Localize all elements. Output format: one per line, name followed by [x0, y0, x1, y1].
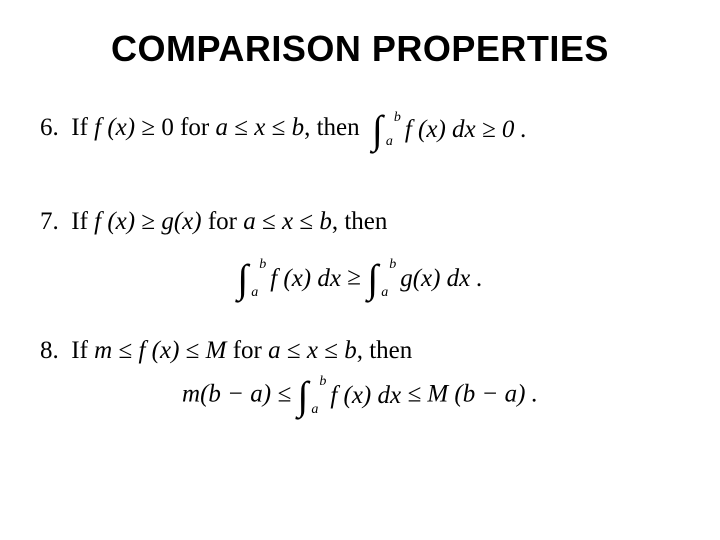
m: m — [94, 337, 112, 364]
for: for — [202, 208, 244, 235]
text-if: If — [71, 114, 94, 141]
fx: f (x) — [94, 114, 135, 141]
for: for — [226, 337, 268, 364]
text-if: If — [71, 337, 94, 364]
x: x — [282, 208, 293, 235]
geq: ≥ — [347, 264, 367, 291]
property-6: 6. If f (x) ≥ 0 for a ≤ x ≤ b, then ∫ b … — [40, 110, 680, 148]
b: b — [292, 114, 305, 141]
fx: f (x) — [138, 337, 179, 364]
leq: ≤ — [112, 337, 138, 364]
integral-left: ∫ b a f (x) dx — [237, 261, 341, 297]
integral-lower: a — [311, 402, 318, 418]
a: a — [215, 114, 228, 141]
integral-sign-icon: ∫ — [297, 378, 308, 414]
property-7-formula: ∫ b a f (x) dx ≥ ∫ b a g(x) dx . — [40, 261, 680, 297]
b: b — [344, 337, 357, 364]
a: a — [268, 337, 281, 364]
text-if: If — [71, 208, 94, 235]
x: x — [254, 114, 265, 141]
item-text: If f (x) ≥ 0 for a ≤ x ≤ b, then — [71, 114, 366, 141]
left-term: m(b − a) ≤ — [182, 381, 297, 408]
item-text: If m ≤ f (x) ≤ M for a ≤ x ≤ b, then — [71, 337, 412, 364]
then: , then — [304, 114, 360, 141]
page-title: COMPARISON PROPERTIES — [40, 28, 680, 70]
integral-body: g(x) dx . — [400, 265, 483, 293]
integral-expression: ∫ b a f (x) dx ≥ 0 . — [372, 111, 527, 148]
item-text: If f (x) ≥ g(x) for a ≤ x ≤ b, then — [71, 208, 387, 235]
text-geq: ≥ 0 for — [135, 114, 215, 141]
property-7: 7. If f (x) ≥ g(x) for a ≤ x ≤ b, then — [40, 204, 680, 239]
integral-sign-icon: ∫ — [372, 112, 383, 148]
integral-lower: a — [251, 285, 258, 301]
leq: ≤ — [293, 208, 319, 235]
integral-lower: a — [386, 132, 393, 152]
leq: ≤ — [256, 208, 282, 235]
then: , then — [332, 208, 388, 235]
leq: ≤ — [281, 337, 307, 364]
integral-right: ∫ b a g(x) dx . — [367, 261, 483, 297]
leq: ≤ — [318, 337, 344, 364]
integral-body: f (x) dx — [270, 265, 341, 293]
integral-upper: b — [394, 108, 401, 128]
integral-upper: b — [259, 257, 266, 273]
integral-sign-icon: ∫ — [367, 261, 378, 297]
b: b — [319, 208, 332, 235]
then: , then — [357, 337, 413, 364]
fx: f (x) — [94, 208, 135, 235]
integral-body: f (x) dx — [330, 382, 401, 410]
integral-center: ∫ b a f (x) dx — [297, 378, 401, 414]
x: x — [307, 337, 318, 364]
item-number: 7. — [40, 208, 59, 235]
a: a — [243, 208, 256, 235]
right-term: ≤ M (b − a) . — [407, 381, 538, 408]
property-8: 8. If m ≤ f (x) ≤ M for a ≤ x ≤ b, then — [40, 333, 680, 368]
leq: ≤ — [265, 114, 291, 141]
geq: ≥ — [135, 208, 161, 235]
integral-sign-icon: ∫ — [237, 261, 248, 297]
gx: g(x) — [161, 208, 201, 235]
integral-body: f (x) dx ≥ 0 . — [405, 112, 527, 147]
leq: ≤ — [228, 114, 254, 141]
M-upper: M — [206, 337, 227, 364]
integral-upper: b — [319, 374, 326, 390]
property-8-formula: m(b − a) ≤ ∫ b a f (x) dx ≤ M (b − a) . — [40, 378, 680, 414]
leq: ≤ — [179, 337, 205, 364]
integral-upper: b — [389, 257, 396, 273]
item-number: 8. — [40, 337, 59, 364]
item-number: 6. — [40, 114, 59, 141]
integral-lower: a — [381, 285, 388, 301]
